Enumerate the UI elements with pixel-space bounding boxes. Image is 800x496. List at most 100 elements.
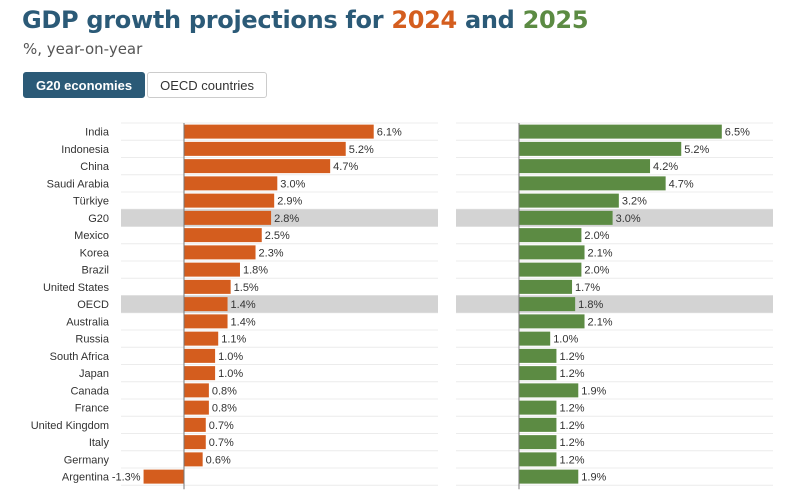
value-label-2024-brazil: 1.8% <box>243 265 268 277</box>
category-label-argentina: Argentina <box>62 472 110 484</box>
bar-2025-china <box>519 159 651 174</box>
value-label-2025-china: 4.2% <box>653 161 678 173</box>
bar-2025-united-states <box>519 279 573 294</box>
category-label-united-kingdom: United Kingdom <box>31 420 109 432</box>
value-label-2024-united-states: 1.5% <box>234 282 259 294</box>
bar-2024-united-kingdom <box>184 417 206 432</box>
value-label-2024-germany: 0.6% <box>206 454 231 466</box>
value-label-2024-china: 4.7% <box>333 161 358 173</box>
bar-2024-australia <box>184 314 228 329</box>
value-label-2024-saudi-arabia: 3.0% <box>280 178 305 190</box>
bar-2024-mexico <box>184 228 262 243</box>
category-label-mexico: Mexico <box>74 230 109 242</box>
value-label-2025-korea: 2.1% <box>588 247 613 259</box>
value-label-2024-turkiye: 2.9% <box>277 196 302 208</box>
category-label-india: India <box>85 127 110 139</box>
category-label-brazil: Brazil <box>81 265 109 277</box>
bar-2024-germany <box>184 452 203 467</box>
bar-2025-argentina <box>519 469 579 484</box>
value-label-2025-oecd: 1.8% <box>578 299 603 311</box>
value-label-2024-indonesia: 5.2% <box>349 144 374 156</box>
title-prefix: GDP growth projections for <box>22 6 392 34</box>
tab-oecd-countries[interactable]: OECD countries <box>147 72 268 98</box>
bar-2024-canada <box>184 383 209 398</box>
highlight-band-oecd-2024 <box>121 295 438 313</box>
bar-2024-brazil <box>184 262 240 277</box>
value-label-2025-united-kingdom: 1.2% <box>559 420 584 432</box>
bar-2025-brazil <box>519 262 582 277</box>
value-label-2024-g20: 2.8% <box>274 213 299 225</box>
value-label-2025-brazil: 2.0% <box>584 265 609 277</box>
category-label-germany: Germany <box>64 454 110 466</box>
category-label-turkiye: Türkiye <box>73 196 109 208</box>
category-label-japan: Japan <box>79 368 109 380</box>
bar-2024-japan <box>184 366 216 381</box>
category-label-korea: Korea <box>80 247 110 259</box>
value-label-2024-russia: 1.1% <box>221 334 246 346</box>
bar-2025-australia <box>519 314 585 329</box>
category-label-canada: Canada <box>70 385 109 397</box>
bar-2024-g20 <box>184 210 272 225</box>
bar-2024-united-states <box>184 279 231 294</box>
value-label-2025-canada: 1.9% <box>581 385 606 397</box>
value-label-2025-turkiye: 3.2% <box>622 196 647 208</box>
bar-2025-india <box>519 124 722 139</box>
category-label-russia: Russia <box>75 334 110 346</box>
value-label-2024-canada: 0.8% <box>212 385 237 397</box>
bar-2025-germany <box>519 452 557 467</box>
bar-2024-oecd <box>184 297 228 312</box>
category-label-indonesia: Indonesia <box>61 144 110 156</box>
bar-2025-united-kingdom <box>519 417 557 432</box>
bar-2024-saudi-arabia <box>184 176 278 191</box>
value-label-2024-korea: 2.3% <box>259 247 284 259</box>
value-label-2025-argentina: 1.9% <box>581 472 606 484</box>
value-label-2025-france: 1.2% <box>559 403 584 415</box>
value-label-2025-italy: 1.2% <box>559 437 584 449</box>
bar-2024-indonesia <box>184 141 346 156</box>
chart-subtitle: %, year-on-year <box>23 40 143 58</box>
value-label-2025-indonesia: 5.2% <box>684 144 709 156</box>
bar-2024-russia <box>184 331 219 346</box>
value-label-2025-south-africa: 1.2% <box>559 351 584 363</box>
category-label-italy: Italy <box>89 437 110 449</box>
bar-2024-india <box>184 124 374 139</box>
tab-bar: G20 economies OECD countries <box>23 72 269 98</box>
bar-2025-italy <box>519 435 557 450</box>
bar-2024-turkiye <box>184 193 275 208</box>
bar-2025-mexico <box>519 228 582 243</box>
value-label-2024-south-africa: 1.0% <box>218 351 243 363</box>
value-label-2025-saudi-arabia: 4.7% <box>669 178 694 190</box>
category-label-south-africa: South Africa <box>50 351 110 363</box>
category-label-g20: G20 <box>88 213 109 225</box>
highlight-band-oecd-2025 <box>456 295 773 313</box>
bar-2025-south-africa <box>519 348 557 363</box>
value-label-2024-oecd: 1.4% <box>231 299 256 311</box>
bar-2024-argentina <box>143 469 184 484</box>
category-label-australia: Australia <box>66 316 110 328</box>
value-label-2024-united-kingdom: 0.7% <box>209 420 234 432</box>
bar-2025-canada <box>519 383 579 398</box>
value-label-2024-italy: 0.7% <box>209 437 234 449</box>
bar-2024-france <box>184 400 209 415</box>
value-label-2025-russia: 1.0% <box>553 334 578 346</box>
bar-2025-oecd <box>519 297 576 312</box>
bar-2024-korea <box>184 245 256 260</box>
category-label-oecd: OECD <box>77 299 109 311</box>
highlight-band-g20-2025 <box>456 209 773 227</box>
bar-2025-turkiye <box>519 193 619 208</box>
bar-2024-south-africa <box>184 348 216 363</box>
value-label-2025-japan: 1.2% <box>559 368 584 380</box>
value-label-2025-australia: 2.1% <box>588 316 613 328</box>
value-label-2025-united-states: 1.7% <box>575 282 600 294</box>
value-label-2024-argentina: -1.3% <box>112 472 141 484</box>
chart-title: GDP growth projections for 2024 and 2025 <box>22 6 589 34</box>
value-label-2025-india: 6.5% <box>725 127 750 139</box>
category-label-saudi-arabia: Saudi Arabia <box>47 178 110 190</box>
bar-2025-russia <box>519 331 551 346</box>
title-middle: and <box>456 6 523 34</box>
category-label-france: France <box>75 403 109 415</box>
value-label-2025-g20: 3.0% <box>616 213 641 225</box>
value-label-2024-france: 0.8% <box>212 403 237 415</box>
tab-g20-economies[interactable]: G20 economies <box>23 72 146 98</box>
